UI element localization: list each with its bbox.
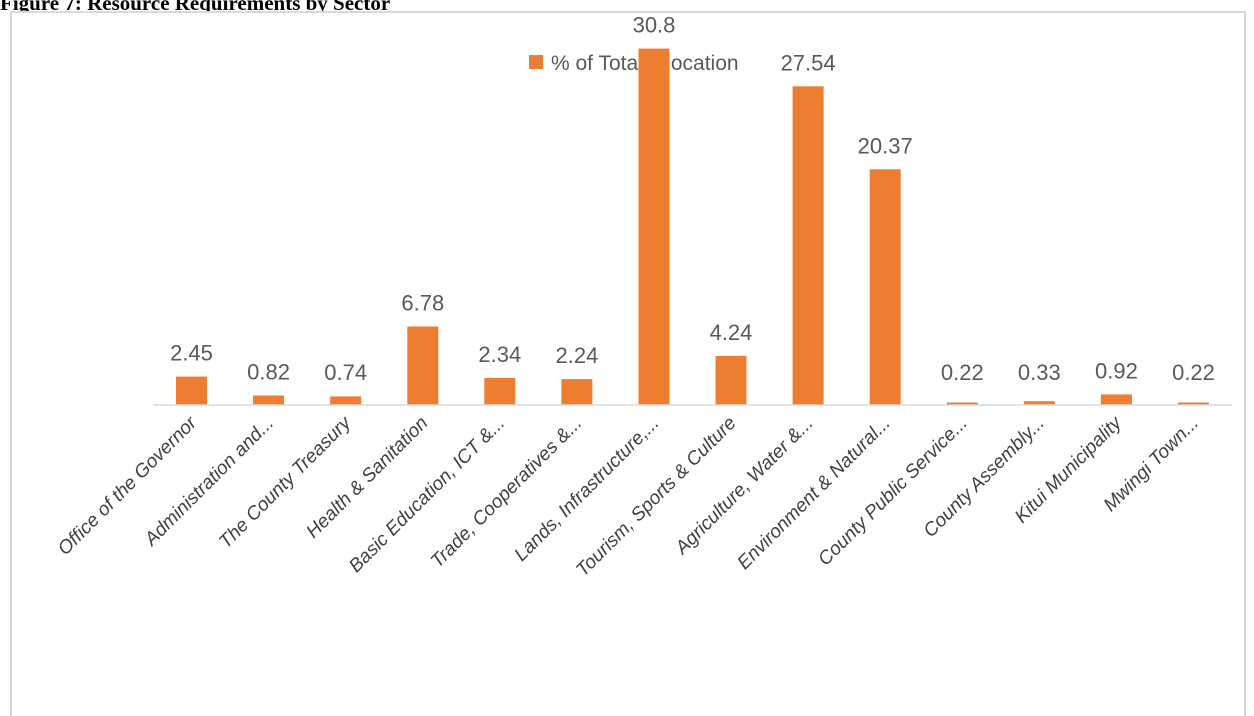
bar	[792, 86, 824, 406]
data-label: 2.34	[478, 342, 521, 367]
bars	[176, 48, 1209, 406]
data-label: 0.74	[324, 360, 367, 385]
bar	[1100, 394, 1132, 405]
bar	[638, 48, 670, 405]
bar	[253, 395, 285, 405]
data-label: 30.8	[633, 13, 676, 38]
category-label: Office of the Governor	[54, 412, 201, 559]
chart-frame	[10, 11, 1246, 716]
category-label: Lands, Infrastructure,...	[511, 413, 664, 566]
data-label: 0.92	[1095, 358, 1138, 383]
category-label: Basic Education, ICT &...	[345, 413, 509, 577]
bar	[407, 326, 439, 405]
bar	[1178, 402, 1209, 405]
data-label: 27.54	[781, 50, 836, 75]
legend: % of Total Allocation	[529, 52, 739, 75]
legend-swatch	[529, 55, 543, 69]
data-label: 0.33	[1018, 360, 1061, 385]
bar	[176, 376, 207, 405]
category-label: Tourism, Sports & Culture	[572, 413, 740, 581]
data-label: 0.22	[941, 360, 984, 385]
bar	[946, 402, 978, 405]
bar	[330, 396, 362, 405]
bar	[1023, 401, 1055, 405]
data-label: 2.45	[170, 341, 213, 366]
category-label: The County Treasury	[215, 412, 356, 553]
data-label: 20.37	[858, 133, 913, 158]
category-label: Administration and...	[140, 413, 278, 551]
category-label: Agriculture, Water &...	[671, 413, 818, 560]
data-label: 2.24	[555, 343, 598, 368]
category-label: Environment & Natural...	[734, 413, 895, 574]
data-label: 6.78	[401, 291, 444, 316]
category-label: Trade, Cooperatives &...	[427, 413, 586, 572]
data-label: 4.24	[710, 320, 753, 345]
category-label: County Public Service...	[814, 413, 971, 570]
data-label: 0.22	[1172, 360, 1215, 385]
bar	[484, 377, 516, 405]
bar	[869, 169, 901, 405]
data-label: 0.82	[247, 360, 290, 385]
bar	[715, 355, 747, 405]
value-labels: 2.45 0.82 0.74 6.78 2.34 2.24 30.8 4.24 27.54 20.…	[170, 13, 1215, 385]
bar	[561, 379, 593, 405]
